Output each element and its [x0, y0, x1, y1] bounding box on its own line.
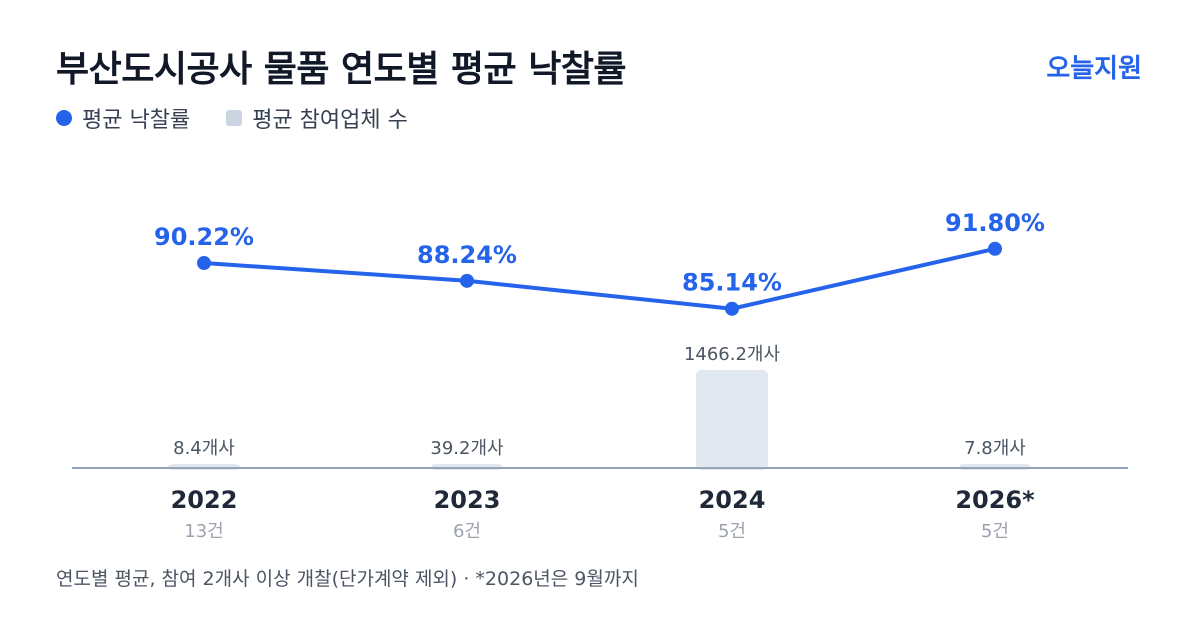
rate-point-2023: [460, 273, 474, 288]
footnote: 연도별 평균, 참여 2개사 이상 개찰(단가계약 제외) · *2026년은 …: [56, 568, 639, 590]
chart-legend: 평균 낙찰률 평균 참여업체 수: [56, 102, 408, 134]
rate-point-2026: [988, 241, 1002, 256]
x-tick-label: 2022: [171, 486, 238, 514]
legend-item-bidders: 평균 참여업체 수: [226, 102, 408, 134]
bar-label: 8.4개사: [173, 438, 235, 459]
rate-point-2022: [197, 256, 211, 271]
rate-label: 88.24%: [417, 241, 517, 269]
rate-label: 85.14%: [682, 269, 782, 297]
legend-item-rate: 평균 낙찰률: [56, 102, 190, 134]
chart-title: 부산도시공사 물품 연도별 평균 낙찰률: [56, 49, 627, 90]
rate-line: [202, 246, 997, 311]
x-tick-count: 5건: [718, 521, 746, 542]
bar-2024: [696, 370, 768, 470]
legend-label-bidders: 평균 참여업체 수: [252, 108, 408, 133]
x-tick-count: 13건: [184, 521, 223, 542]
x-tick-count: 6건: [453, 521, 481, 542]
brand-logo-link[interactable]: 오늘지원: [1046, 54, 1142, 84]
bar-label: 39.2개사: [430, 438, 504, 459]
bar-label: 1466.2개사: [684, 344, 781, 365]
rate-label: 90.22%: [154, 223, 254, 251]
x-tick-label: 2023: [434, 486, 501, 514]
bar-label: 7.8개사: [964, 438, 1026, 459]
legend-label-rate: 평균 낙찰률: [82, 108, 191, 133]
rate-point-2024: [725, 301, 739, 316]
x-tick-label: 2024: [699, 486, 766, 514]
legend-square-icon: [226, 110, 243, 126]
legend-dot-icon: [56, 110, 72, 126]
x-tick-label: 2026*: [955, 486, 1035, 514]
x-tick-count: 5건: [981, 521, 1009, 542]
rate-label: 91.80%: [945, 209, 1045, 237]
